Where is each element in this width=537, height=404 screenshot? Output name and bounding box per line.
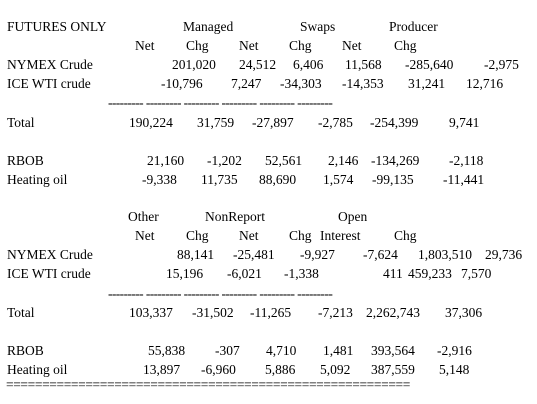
table-cell: -6,960 — [201, 362, 236, 377]
subheader-chg: Chg — [186, 38, 209, 53]
section-title: FUTURES ONLY — [7, 19, 107, 34]
table-cell: -11,441 — [443, 172, 485, 187]
table-cell: -27,897 — [252, 115, 294, 130]
table-cell: 411 — [383, 266, 403, 281]
table-cell: -14,353 — [342, 76, 384, 91]
table-cell: -7,213 — [318, 305, 353, 320]
table-cell: 2,146 — [328, 153, 359, 168]
table-cell: 1,803,510 — [418, 247, 472, 262]
table-cell: 15,196 — [166, 266, 204, 281]
subheader-chg: Chg — [289, 38, 312, 53]
row-label: Heating oil — [7, 172, 68, 187]
table-cell: 4,710 — [266, 343, 297, 358]
table-cell: -7,624 — [363, 247, 398, 262]
table-cell: -2,975 — [484, 57, 519, 72]
table-cell: -134,269 — [371, 153, 420, 168]
table-cell: 190,224 — [129, 115, 173, 130]
table-cell: -1,202 — [207, 153, 242, 168]
table-cell: 13,897 — [143, 362, 181, 377]
table-cell: -2,916 — [437, 343, 472, 358]
table-cell: 11,568 — [345, 57, 382, 72]
subheader-chg: Chg — [186, 228, 209, 243]
separator-line: --------- --------- --------- --------- … — [108, 95, 333, 110]
table-cell: 55,838 — [148, 343, 186, 358]
header-other: Other — [128, 209, 159, 224]
table-cell: 37,306 — [445, 305, 483, 320]
table-cell: 103,337 — [129, 305, 173, 320]
table-cell: -9,927 — [300, 247, 335, 262]
subheader-net: Net — [135, 38, 155, 53]
table-cell: -10,796 — [161, 76, 203, 91]
table-cell: 7,570 — [461, 266, 492, 281]
header-swaps: Swaps — [300, 19, 336, 34]
table-cell: 12,716 — [466, 76, 504, 91]
row-label: NYMEX Crude — [7, 57, 93, 72]
row-label: Total — [7, 115, 35, 130]
row-label: Total — [7, 305, 35, 320]
table-cell: -34,303 — [280, 76, 322, 91]
table-cell: 459,233 — [408, 266, 452, 281]
row-label: ICE WTI crude — [7, 76, 91, 91]
row-label: NYMEX Crude — [7, 247, 93, 262]
table-cell: 2,262,743 — [366, 305, 420, 320]
table-cell: 201,020 — [172, 57, 216, 72]
table-cell: 5,148 — [439, 362, 470, 377]
table-cell: 393,564 — [371, 343, 415, 358]
row-label: ICE WTI crude — [7, 266, 91, 281]
table-cell: 7,247 — [231, 76, 262, 91]
table-cell: -9,338 — [142, 172, 177, 187]
table-cell: 88,690 — [259, 172, 297, 187]
table-cell: -1,338 — [284, 266, 319, 281]
subheader-chg: Chg — [394, 228, 417, 243]
separator-line: --------- --------- --------- --------- … — [108, 286, 333, 301]
subheader-net: Net — [135, 228, 155, 243]
table-cell: -285,640 — [405, 57, 454, 72]
subheader-chg: Chg — [289, 228, 312, 243]
table-cell: -6,021 — [227, 266, 262, 281]
table-cell: 387,559 — [371, 362, 415, 377]
table-cell: -2,118 — [449, 153, 484, 168]
table-cell: 5,886 — [265, 362, 296, 377]
subheader-net: Net — [239, 38, 259, 53]
header-nonreport: NonReport — [205, 209, 265, 224]
row-label: Heating oil — [7, 362, 68, 377]
subheader-net: Net — [239, 228, 259, 243]
header-managed: Managed — [183, 19, 234, 34]
table-cell: 1,481 — [323, 343, 354, 358]
row-label: RBOB — [7, 153, 44, 168]
table-cell: 29,736 — [485, 247, 523, 262]
table-cell: -2,785 — [318, 115, 353, 130]
table-cell: 9,741 — [449, 115, 480, 130]
row-label: RBOB — [7, 343, 44, 358]
header-open: Open — [338, 209, 368, 224]
table-cell: -25,481 — [233, 247, 275, 262]
table-cell: -99,135 — [372, 172, 414, 187]
table-cell: -254,399 — [370, 115, 419, 130]
table-cell: -307 — [215, 343, 240, 358]
header-producer: Producer — [389, 19, 438, 34]
table-cell: 6,406 — [293, 57, 324, 72]
subheader-net: Net — [342, 38, 362, 53]
table-cell: -31,502 — [192, 305, 234, 320]
table-cell: 1,574 — [323, 172, 354, 187]
subheader-interest: Interest — [320, 228, 361, 243]
table-cell: 31,759 — [197, 115, 235, 130]
table-cell: 88,141 — [177, 247, 215, 262]
table-cell: -11,265 — [250, 305, 292, 320]
table-cell: 24,512 — [239, 57, 277, 72]
subheader-chg: Chg — [394, 38, 417, 53]
table-cell: 31,241 — [408, 76, 446, 91]
footer-double-rule: ========================================… — [6, 377, 410, 392]
table-cell: 21,160 — [147, 153, 185, 168]
table-cell: 52,561 — [265, 153, 303, 168]
table-cell: 5,092 — [320, 362, 351, 377]
table-cell: 11,735 — [201, 172, 238, 187]
